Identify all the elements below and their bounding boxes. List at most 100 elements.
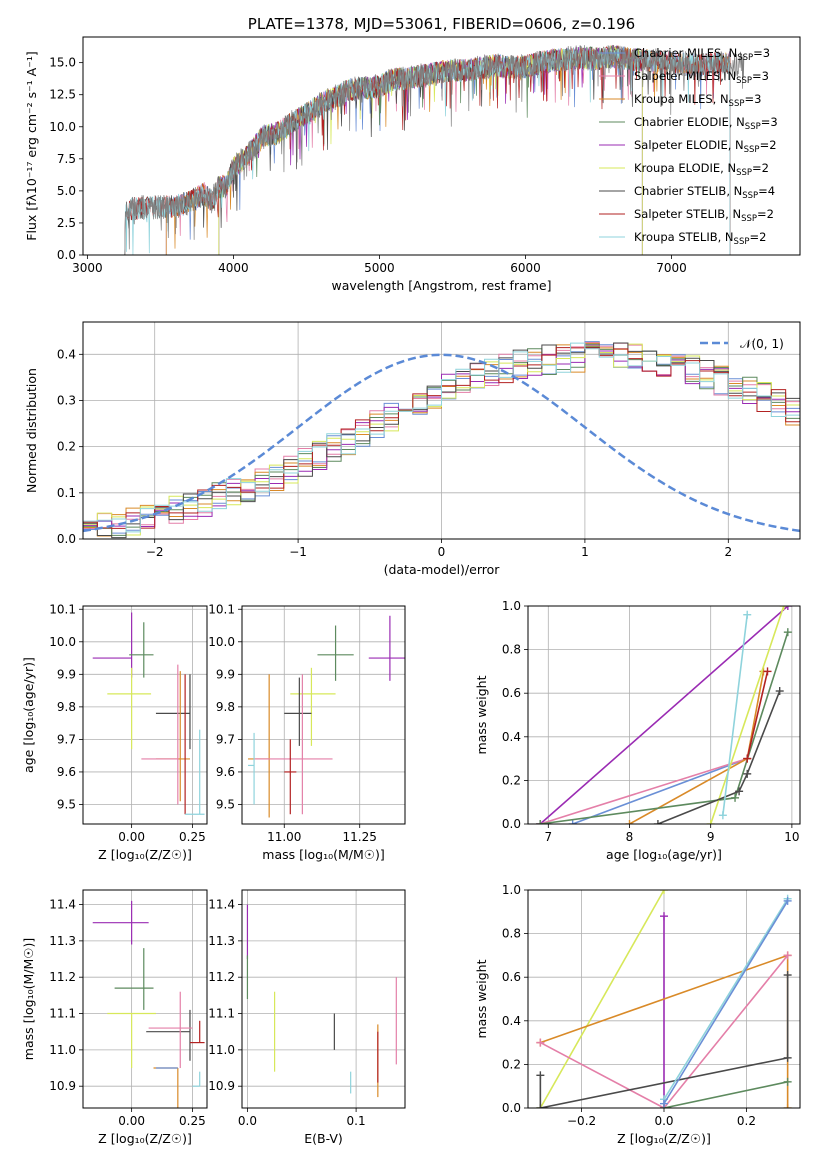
error-bar-point bbox=[148, 991, 193, 1069]
mass-weight-line bbox=[539, 890, 665, 1108]
x-tick-label: 8 bbox=[626, 830, 634, 844]
y-tick-label: 9.7 bbox=[216, 732, 235, 746]
legend-count: =3 bbox=[744, 92, 761, 106]
x-tick-label: −1 bbox=[289, 545, 307, 559]
mass-weight-marker bbox=[536, 1104, 545, 1108]
mass-vs-ebv-grid bbox=[242, 890, 405, 1108]
age-vs-metallicity-frame bbox=[82, 605, 208, 825]
legend-label: Kroupa MILES, N bbox=[634, 92, 729, 106]
error-bar-point bbox=[92, 612, 133, 678]
x-tick-label: 11.25 bbox=[343, 830, 377, 844]
mass-weight-marker bbox=[783, 1104, 792, 1108]
legend-label: Salpeter STELIB, N bbox=[634, 207, 741, 221]
mass-weight-marker bbox=[731, 793, 740, 802]
x-tick-label: 0.25 bbox=[179, 830, 206, 844]
x-tick-label: 0.00 bbox=[118, 1114, 145, 1128]
mass-vs-ebv-frame bbox=[241, 889, 406, 1109]
mass-weight-marker bbox=[775, 687, 784, 696]
age-vs-metallicity-axes: 0.00 0.25 9.5 9.6 9.7 9.8 9.9 10.0 10.1 Z [log₁₀(… bbox=[21, 602, 207, 862]
y-tick-label: 0.2 bbox=[57, 440, 76, 454]
y-tick-label: 11.1 bbox=[208, 1007, 235, 1021]
legend-count: =3 bbox=[761, 115, 778, 129]
age-vs-mass-axes: 11.00 11.25 9.5 9.6 9.7 9.8 9.9 10.0 10.1 mass [l… bbox=[208, 602, 405, 862]
error-bar-point bbox=[248, 732, 255, 805]
y-tick-label: 10.0 bbox=[49, 120, 76, 134]
error-bar-point bbox=[192, 1071, 201, 1087]
legend-subscript: SSP bbox=[729, 99, 745, 109]
gaussian-curve bbox=[83, 353, 800, 533]
mass-weight-marker bbox=[625, 820, 634, 824]
x-tick-label: 0.0 bbox=[238, 1114, 257, 1128]
x-tick-label: 0 bbox=[438, 545, 446, 559]
y-tick-label: 0.4 bbox=[502, 730, 521, 744]
mass-vs-metallicity-y-axis-label: mass [log₁₀(M/M☉)] bbox=[21, 938, 36, 1060]
age-vs-mass-plot-area bbox=[248, 615, 405, 818]
error-bar-point bbox=[114, 948, 154, 1010]
residual-histogram bbox=[83, 341, 800, 534]
y-tick-label: 11.0 bbox=[208, 1043, 235, 1057]
x-tick-label: 9 bbox=[707, 830, 715, 844]
massweight-vs-metallicity-frame bbox=[527, 889, 801, 1109]
error-bar-point bbox=[155, 674, 191, 750]
y-tick-label: 9.7 bbox=[57, 732, 76, 746]
mass-weight-line bbox=[746, 671, 769, 759]
y-tick-label: 2.5 bbox=[57, 216, 76, 230]
x-tick-label: 4000 bbox=[218, 261, 249, 275]
residual-histogram bbox=[83, 342, 800, 537]
mass-weight-marker bbox=[783, 628, 792, 637]
error-bar-point bbox=[129, 622, 154, 678]
legend-entry: Kroupa MILES, NSSP=3 bbox=[634, 92, 761, 109]
legend-entry: Kroupa ELODIE, NSSP=2 bbox=[634, 161, 769, 178]
y-tick-label: 10.0 bbox=[208, 635, 235, 649]
y-tick-label: 0.8 bbox=[502, 643, 521, 657]
x-tick-label: 11.00 bbox=[267, 830, 301, 844]
legend-entry: Chabrier STELIB, NSSP=4 bbox=[634, 184, 775, 201]
x-tick-label: 6000 bbox=[510, 261, 541, 275]
y-tick-label: 15.0 bbox=[49, 56, 76, 70]
mass-weight-marker bbox=[536, 820, 545, 824]
legend-label: Kroupa STELIB, N bbox=[634, 230, 734, 244]
mass-weight-marker bbox=[763, 667, 772, 676]
y-tick-label: 11.2 bbox=[208, 970, 235, 984]
y-tick-label: 10.1 bbox=[49, 602, 76, 616]
y-tick-label: 11.3 bbox=[49, 934, 76, 948]
age-vs-mass-grid bbox=[242, 606, 405, 824]
mass-weight-marker bbox=[660, 912, 668, 921]
y-tick-label: 5.0 bbox=[57, 184, 76, 198]
y-tick-label: 9.8 bbox=[216, 700, 235, 714]
legend-label: Kroupa ELODIE, N bbox=[634, 161, 736, 175]
y-tick-label: 11.0 bbox=[49, 1043, 76, 1057]
residuals-plot-area bbox=[83, 341, 800, 539]
mass-weight-marker bbox=[743, 754, 752, 763]
x-tick-label: 2 bbox=[724, 545, 732, 559]
massweight-vs-age-x-axis-label: age [log₁₀(age/yr)] bbox=[606, 847, 722, 862]
x-tick-label: −2 bbox=[146, 545, 164, 559]
y-tick-label: 0.6 bbox=[502, 970, 521, 984]
error-bar-point bbox=[317, 625, 354, 681]
y-tick-label: 0.4 bbox=[57, 347, 76, 361]
y-tick-label: 0.0 bbox=[502, 1101, 521, 1115]
mass-weight-line bbox=[722, 614, 749, 816]
y-tick-label: 0.0 bbox=[57, 532, 76, 546]
y-tick-label: 7.5 bbox=[57, 152, 76, 166]
legend-subscript: SSP bbox=[734, 237, 750, 247]
legend-label: Chabrier MILES, N bbox=[634, 46, 737, 60]
y-tick-label: 0.1 bbox=[57, 486, 76, 500]
mass-weight-marker bbox=[660, 890, 668, 894]
massweight-vs-metallicity-y-axis-label: mass weight bbox=[474, 959, 489, 1038]
mass-weight-marker bbox=[783, 1053, 792, 1062]
legend-label: Salpeter MILES, N bbox=[634, 69, 736, 83]
residual-histogram bbox=[83, 344, 800, 527]
mass-weight-marker bbox=[743, 769, 752, 778]
x-tick-label: 0.2 bbox=[737, 1114, 756, 1128]
residual-histogram bbox=[83, 343, 800, 536]
legend-subscript: SSP bbox=[736, 76, 752, 86]
residuals-y-axis-label: Normed distribution bbox=[24, 368, 39, 493]
mass-weight-line bbox=[572, 757, 748, 824]
x-tick-label: 0.1 bbox=[347, 1114, 366, 1128]
mass-weight-line bbox=[663, 898, 789, 1100]
x-tick-label: −0.2 bbox=[567, 1114, 596, 1128]
y-tick-label: 9.9 bbox=[216, 667, 235, 681]
legend-count: =3 bbox=[753, 46, 770, 60]
